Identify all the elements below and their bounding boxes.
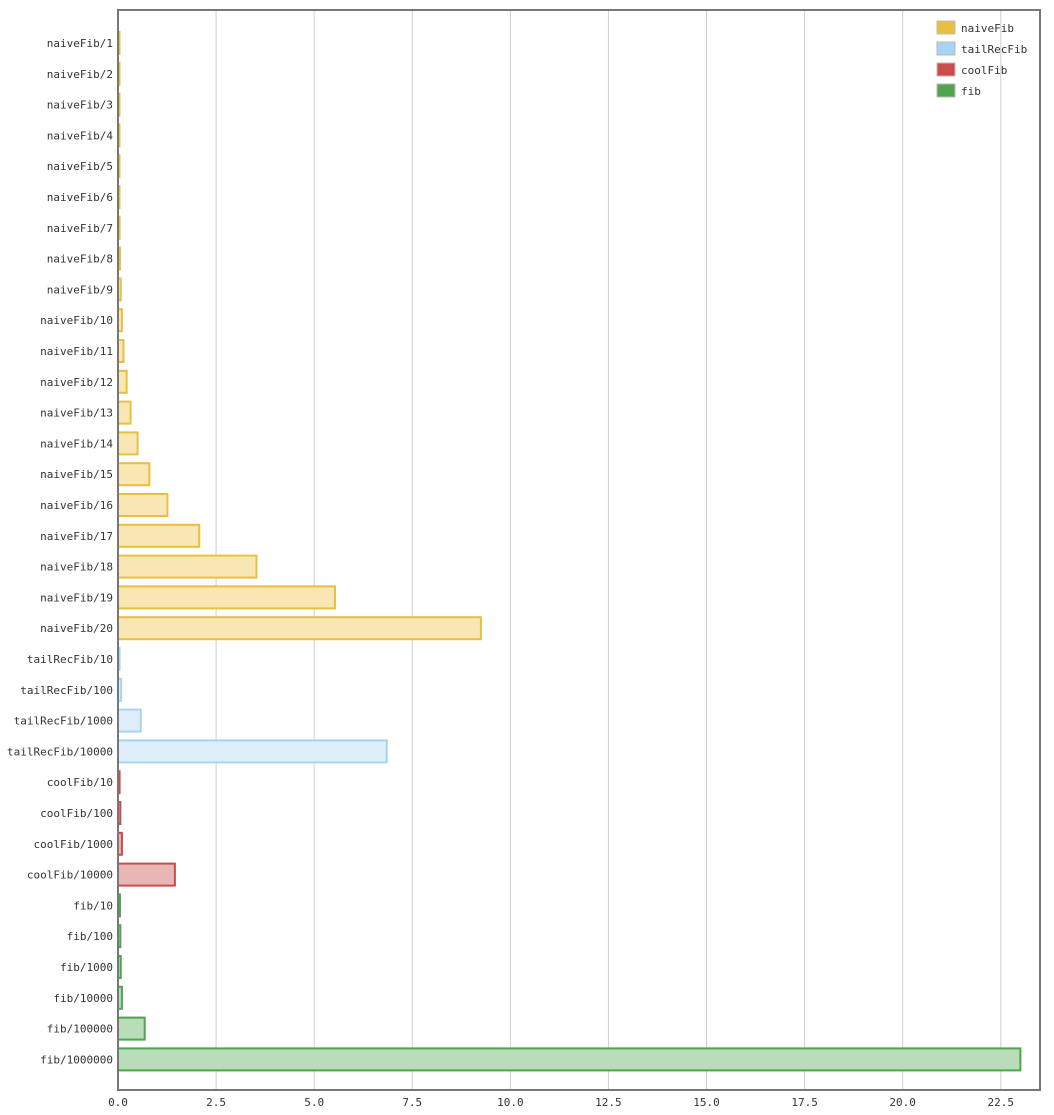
bar-naivefib-19	[117, 585, 336, 610]
bar-naivefib-15	[117, 462, 151, 487]
y-tick-label: fib/1000	[60, 961, 113, 974]
y-tick-label: naiveFib/17	[40, 530, 113, 543]
y-tick-label: tailRecFib/1000	[14, 715, 113, 728]
x-tick-label: 7.5	[402, 1096, 422, 1109]
y-tick-label: fib/10000	[53, 992, 113, 1005]
y-tick-label: fib/100000	[47, 1023, 113, 1036]
y-tick-label: tailRecFib/100	[20, 684, 113, 697]
bar-naivefib-14	[117, 431, 139, 456]
y-tick-label: coolFib/10000	[27, 869, 113, 882]
bar-naivefib-17	[117, 523, 201, 548]
legend-label-fib: fib	[961, 85, 981, 98]
bar-naivefib-16	[117, 493, 169, 517]
y-tick-label: naiveFib/20	[40, 622, 113, 635]
x-axis-labels: 0.0 2.5 5.0 7.5 10.0 12.5 15.0 17.5 20.0 22.5	[108, 1096, 1014, 1109]
bar-tailrecfib-1000	[117, 708, 142, 733]
y-tick-label: naiveFib/2	[47, 68, 113, 81]
x-tick-label: 20.0	[889, 1096, 916, 1109]
y-tick-label: naiveFib/14	[40, 437, 113, 450]
plot-frame	[117, 9, 1041, 1091]
x-tick-label: 15.0	[693, 1096, 720, 1109]
x-tick-label: 5.0	[304, 1096, 324, 1109]
y-tick-label: naiveFib/12	[40, 376, 113, 389]
legend-label-naivefib: naiveFib	[961, 22, 1014, 35]
y-tick-label: naiveFib/8	[47, 253, 113, 266]
legend-swatch-tailrecfib	[936, 41, 956, 56]
x-tick-label: 22.5	[988, 1096, 1015, 1109]
x-tick-label: 12.5	[595, 1096, 622, 1109]
y-tick-label: naiveFib/9	[47, 283, 113, 296]
bar-fib-100000	[117, 1016, 146, 1041]
y-tick-label: naiveFib/13	[40, 407, 113, 420]
x-tick-label: 17.5	[791, 1096, 818, 1109]
y-tick-label: coolFib/10	[47, 776, 113, 789]
y-tick-label: naiveFib/16	[40, 499, 113, 512]
legend-swatch-fib	[936, 83, 956, 98]
y-tick-label: coolFib/100	[40, 807, 113, 820]
y-tick-label: tailRecFib/10	[27, 653, 113, 666]
y-tick-label: naiveFib/3	[47, 99, 113, 112]
y-tick-label: naiveFib/15	[40, 468, 113, 481]
y-tick-label: coolFib/1000	[34, 838, 113, 851]
legend-label-tailrecfib: tailRecFib	[961, 43, 1027, 56]
legend: naiveFib tailRecFib coolFib fib	[936, 20, 1027, 98]
bar-fib-1000000	[117, 1047, 1022, 1072]
grid-layer	[215, 10, 1002, 1090]
y-tick-label: naiveFib/1	[47, 37, 113, 50]
legend-swatch-naivefib	[936, 20, 956, 35]
y-tick-label: naiveFib/10	[40, 314, 113, 327]
bar-naivefib-20	[117, 616, 482, 641]
y-tick-label: naiveFib/7	[47, 222, 113, 235]
bar-coolfib-10000	[117, 862, 176, 887]
y-tick-label: fib/10	[73, 899, 113, 912]
bar-naivefib-12	[117, 369, 128, 394]
y-tick-label: naiveFib/19	[40, 591, 113, 604]
bar-naivefib-18	[117, 554, 258, 579]
y-tick-label: naiveFib/18	[40, 561, 113, 574]
y-tick-label: tailRecFib/10000	[7, 745, 113, 758]
y-tick-label: naiveFib/4	[47, 129, 114, 142]
y-tick-label: fib/1000000	[40, 1053, 113, 1066]
bar-naivefib-13	[117, 400, 132, 425]
bars-layer	[117, 31, 1022, 1072]
y-tick-label: naiveFib/6	[47, 191, 113, 204]
y-tick-label: naiveFib/5	[47, 160, 113, 173]
x-tick-label: 10.0	[497, 1096, 524, 1109]
legend-label-coolfib: coolFib	[961, 64, 1007, 77]
y-tick-label: fib/100	[67, 930, 113, 943]
x-tick-label: 0.0	[108, 1096, 128, 1109]
legend-swatch-coolfib	[936, 62, 956, 77]
x-tick-label: 2.5	[206, 1096, 226, 1109]
bar-tailrecfib-10000	[117, 739, 388, 764]
y-tick-label: naiveFib/11	[40, 345, 113, 358]
y-axis-labels: naiveFib/1 naiveFib/2 naiveFib/3 naiveFib/4…	[7, 37, 113, 1066]
